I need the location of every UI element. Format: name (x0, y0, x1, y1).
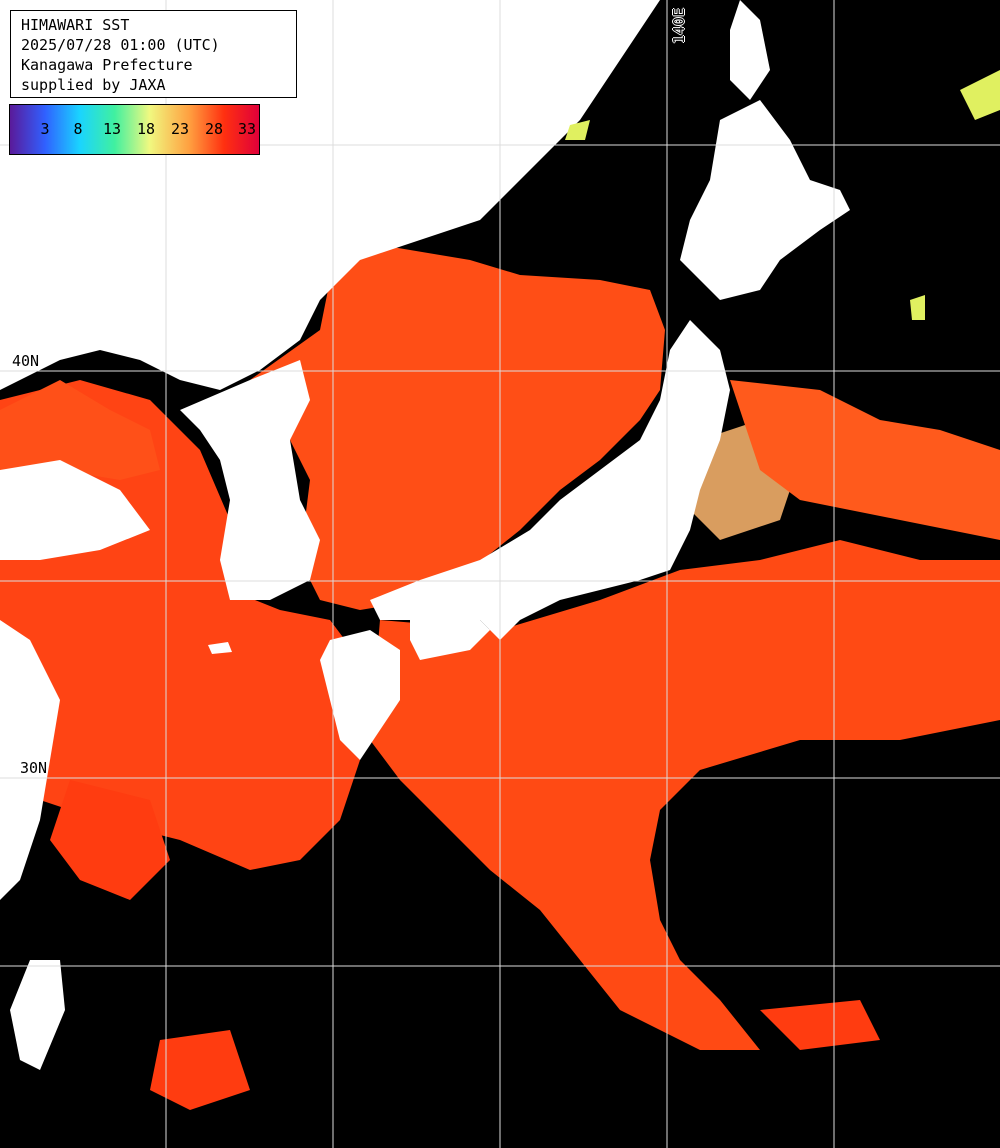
title-line-product: HIMAWARI SST (21, 16, 130, 34)
latitude-label-40n: 40N (12, 352, 40, 370)
land-china-coast (0, 620, 60, 900)
sea-region-japan-sea (250, 245, 665, 610)
land-jeju-island (208, 642, 232, 654)
legend-tick: 3 (40, 120, 50, 138)
title-line-datetime: 2025/07/28 01:00 (UTC) (21, 36, 220, 54)
sea-region-bay-of-bohai (0, 380, 160, 480)
legend-tick: 23 (170, 120, 190, 138)
land-honshu (370, 320, 730, 640)
sea-region-north-pacific (730, 380, 1000, 540)
land-sakhalin (730, 0, 770, 100)
land-kyushu (320, 630, 400, 760)
legend-tick: 33 (237, 120, 257, 138)
sea-region-pacific (370, 540, 1000, 1050)
legend-tick: 18 (136, 120, 156, 138)
legend-tick: 28 (204, 120, 224, 138)
legend-tick: 8 (73, 120, 83, 138)
longitude-label-140e: 140E (670, 7, 688, 44)
sea-region-south-patches (50, 780, 880, 1110)
legend-tick: 13 (102, 120, 122, 138)
land-shikoku (410, 610, 490, 660)
land-taiwan (10, 960, 65, 1070)
title-line-region: Kanagawa Prefecture (21, 56, 193, 74)
land-hokkaido (680, 100, 850, 300)
land-korea (180, 360, 320, 600)
land-shandong (0, 460, 150, 560)
color-scale-legend: 3 8 13 18 23 28 33 (9, 104, 260, 155)
latitude-label-30n: 30N (20, 759, 48, 777)
title-line-credit: supplied by JAXA (21, 76, 166, 94)
title-box: HIMAWARI SST 2025/07/28 01:00 (UTC) Kana… (10, 10, 297, 98)
